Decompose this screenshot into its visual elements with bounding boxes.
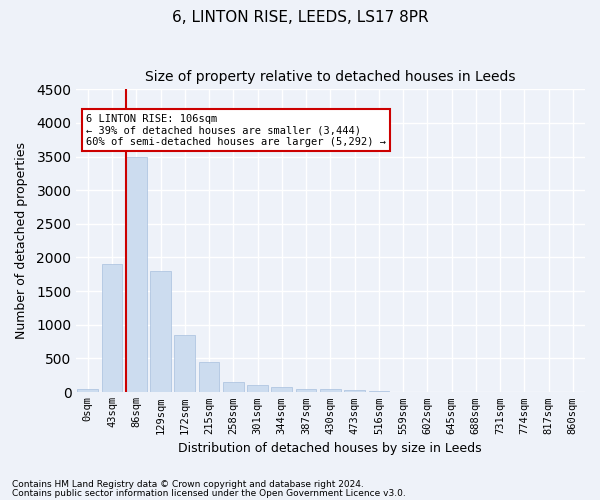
- Bar: [199, 362, 220, 392]
- Bar: [320, 390, 341, 392]
- Text: 6 LINTON RISE: 106sqm
← 39% of detached houses are smaller (3,444)
60% of semi-d: 6 LINTON RISE: 106sqm ← 39% of detached …: [86, 114, 386, 146]
- Bar: [77, 388, 98, 392]
- Bar: [271, 387, 292, 392]
- Title: Size of property relative to detached houses in Leeds: Size of property relative to detached ho…: [145, 70, 515, 84]
- Text: Contains public sector information licensed under the Open Government Licence v3: Contains public sector information licen…: [12, 488, 406, 498]
- Bar: [150, 271, 171, 392]
- Text: Contains HM Land Registry data © Crown copyright and database right 2024.: Contains HM Land Registry data © Crown c…: [12, 480, 364, 489]
- Bar: [247, 386, 268, 392]
- X-axis label: Distribution of detached houses by size in Leeds: Distribution of detached houses by size …: [179, 442, 482, 455]
- Bar: [296, 388, 316, 392]
- Text: 6, LINTON RISE, LEEDS, LS17 8PR: 6, LINTON RISE, LEEDS, LS17 8PR: [172, 10, 428, 25]
- Bar: [344, 390, 365, 392]
- Bar: [175, 335, 195, 392]
- Bar: [126, 156, 146, 392]
- Bar: [223, 382, 244, 392]
- Bar: [102, 264, 122, 392]
- Y-axis label: Number of detached properties: Number of detached properties: [15, 142, 28, 339]
